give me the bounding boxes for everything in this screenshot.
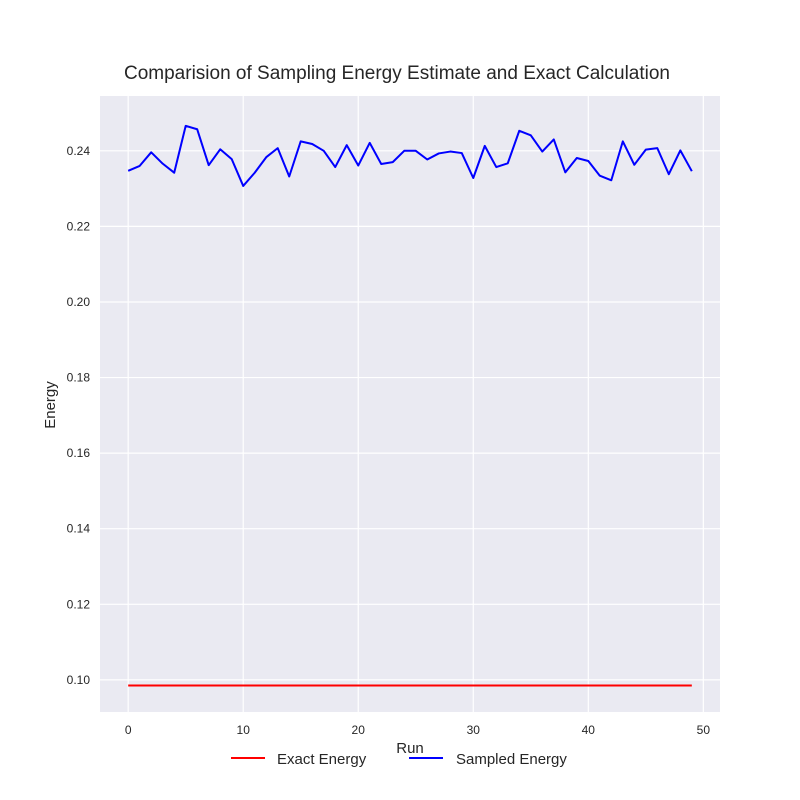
plot-area bbox=[100, 96, 720, 712]
x-axis-label: Run bbox=[396, 740, 424, 757]
y-axis-label: Energy bbox=[42, 381, 59, 429]
chart-title: Comparision of Sampling Energy Estimate … bbox=[124, 63, 670, 84]
legend-label-exact-energy: Exact Energy bbox=[277, 751, 367, 768]
x-tick-label: 0 bbox=[125, 723, 132, 737]
legend-label-sampled-energy: Sampled Energy bbox=[456, 751, 567, 768]
legend: Exact Energy Sampled Energy bbox=[231, 751, 567, 768]
x-tick-label: 30 bbox=[467, 723, 481, 737]
y-tick-labels: 0.10 0.12 0.14 0.16 0.18 0.20 0.22 0.24 bbox=[67, 144, 91, 687]
series-line-sampled-energy bbox=[127, 124, 693, 187]
y-tick-label: 0.14 bbox=[67, 522, 91, 536]
y-tick-label: 0.10 bbox=[67, 673, 91, 687]
y-tick-label: 0.22 bbox=[67, 219, 91, 233]
x-tick-label: 40 bbox=[582, 723, 596, 737]
x-tick-labels: 0 10 20 30 40 50 bbox=[125, 723, 710, 737]
x-tick-label: 50 bbox=[697, 723, 711, 737]
y-tick-label: 0.18 bbox=[67, 371, 91, 385]
y-tick-label: 0.16 bbox=[67, 446, 91, 460]
series-lines bbox=[127, 124, 693, 687]
x-tick-label: 20 bbox=[352, 723, 366, 737]
y-tick-label: 0.24 bbox=[67, 144, 91, 158]
x-tick-label: 10 bbox=[237, 723, 251, 737]
y-tick-label: 0.20 bbox=[67, 295, 91, 309]
y-tick-label: 0.12 bbox=[67, 597, 91, 611]
